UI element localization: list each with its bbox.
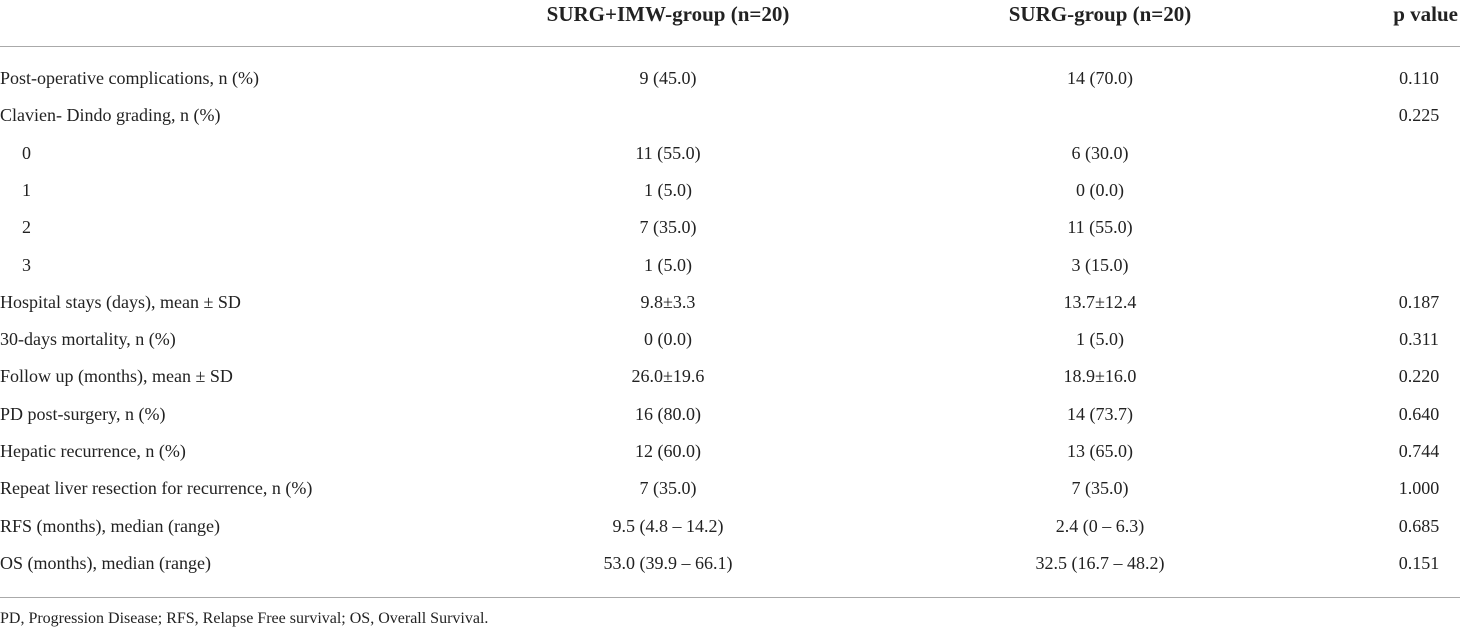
row-label: Follow up (months), mean ± SD (0, 366, 233, 387)
row-label: PD post-surgery, n (%) (0, 403, 166, 424)
cell-value: 11 (55.0) (635, 142, 701, 163)
row-label: Hepatic recurrence, n (%) (0, 441, 186, 461)
row-label: 30-days mortality, n (%) (0, 329, 176, 350)
cell-value: 53.0 (39.9 – 66.1) (603, 552, 733, 573)
cell-value: 1 (5.0) (644, 254, 692, 275)
row-label: OS (months), median (range) (0, 552, 211, 573)
cell-value: 14 (70.0) (1067, 68, 1133, 88)
cell-value: 3 (15.0) (1071, 254, 1129, 275)
column-header: p value (1393, 2, 1458, 26)
cell-value: 1 (5.0) (1076, 329, 1124, 350)
cell-value: 7 (35.0) (1071, 478, 1129, 499)
cell-value: 0.220 (1398, 366, 1440, 387)
cell-value: 0.640 (1398, 403, 1440, 424)
cell-value: 1.000 (1398, 478, 1440, 499)
cell-value: 0.311 (1399, 329, 1439, 350)
cell-value: 7 (35.0) (639, 217, 697, 238)
cell-value: 2.4 (0 – 6.3) (1055, 515, 1145, 536)
cell-value: 0.744 (1398, 441, 1440, 461)
row-label: 0 (22, 142, 31, 163)
row-label: Hospital stays (days), mean ± SD (0, 291, 241, 312)
bottom-rule (0, 597, 1460, 598)
cell-value: 12 (60.0) (635, 441, 701, 461)
cell-value: 6 (30.0) (1071, 142, 1129, 163)
cell-value: 1 (5.0) (644, 179, 692, 200)
cell-value: 0.110 (1399, 68, 1439, 88)
footnote: PD, Progression Disease; RFS, Relapse Fr… (0, 610, 489, 627)
cell-value: 9 (45.0) (639, 68, 697, 88)
row-label: Repeat liver resection for recurrence, n… (0, 478, 313, 499)
cell-value: 9.5 (4.8 – 14.2) (612, 515, 724, 536)
row-label: 1 (22, 179, 31, 200)
column-header: SURG+IMW-group (n=20) (546, 2, 790, 26)
cell-value: 0.685 (1398, 515, 1440, 536)
cell-value: 0.225 (1398, 105, 1440, 126)
column-header: SURG-group (n=20) (1008, 2, 1192, 26)
cell-value: 0 (0.0) (1076, 179, 1124, 200)
row-label: RFS (months), median (range) (0, 515, 220, 536)
cell-value: 26.0±19.6 (631, 366, 705, 387)
cell-value: 9.8±3.3 (640, 291, 696, 312)
row-label: 3 (22, 254, 31, 275)
cell-value: 32.5 (16.7 – 48.2) (1035, 552, 1165, 573)
cell-value: 18.9±16.0 (1063, 366, 1137, 387)
cell-value: 14 (73.7) (1067, 403, 1133, 424)
cell-value: 13.7±12.4 (1063, 291, 1137, 312)
row-label: Post-operative complications, n (%) (0, 68, 259, 88)
cell-value: 7 (35.0) (639, 478, 697, 499)
row-label: Clavien- Dindo grading, n (%) (0, 105, 221, 126)
row-label: 2 (22, 217, 31, 238)
cell-value: 0 (0.0) (644, 329, 692, 350)
cell-value: 0.151 (1398, 552, 1440, 573)
cell-value: 11 (55.0) (1067, 217, 1133, 238)
header-rule (0, 46, 1460, 47)
cell-value: 13 (65.0) (1067, 441, 1133, 461)
cell-value: 0.187 (1398, 291, 1440, 312)
cell-value: 16 (80.0) (635, 403, 701, 424)
